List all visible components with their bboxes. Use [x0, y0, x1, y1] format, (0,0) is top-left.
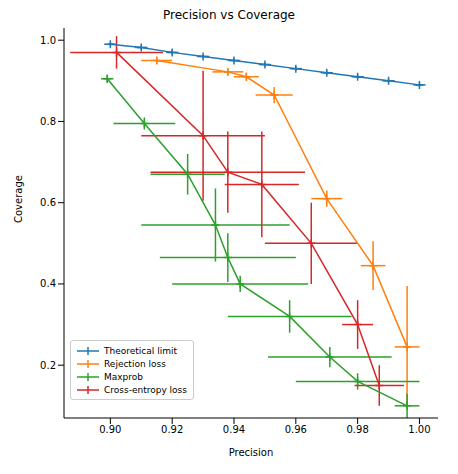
- svg-text:0.2: 0.2: [40, 360, 56, 371]
- html-text:Precision vs Coverage: Precision vs Coverage: [163, 8, 295, 22]
- html-text:Maxprob: Maxprob: [104, 371, 143, 382]
- svg-text:0.8: 0.8: [40, 116, 56, 127]
- svg-text:0.90: 0.90: [99, 424, 121, 435]
- svg-text:0.4: 0.4: [40, 278, 56, 289]
- html-text:Theoretical limit: Theoretical limit: [104, 345, 177, 356]
- html-text:Cross-entropy loss: Cross-entropy loss: [104, 384, 187, 395]
- html-text:Rejection loss: Rejection loss: [104, 358, 166, 369]
- svg-text:0.94: 0.94: [223, 424, 245, 435]
- svg-text:0.92: 0.92: [161, 424, 183, 435]
- svg-text:0.6: 0.6: [40, 197, 56, 208]
- svg-text:0.96: 0.96: [285, 424, 307, 435]
- svg-text:Precision: Precision: [229, 447, 274, 458]
- svg-text:Coverage: Coverage: [13, 175, 24, 223]
- svg-text:1.00: 1.00: [408, 424, 430, 435]
- svg-text:0.98: 0.98: [347, 424, 369, 435]
- svg-text:1.0: 1.0: [40, 35, 56, 46]
